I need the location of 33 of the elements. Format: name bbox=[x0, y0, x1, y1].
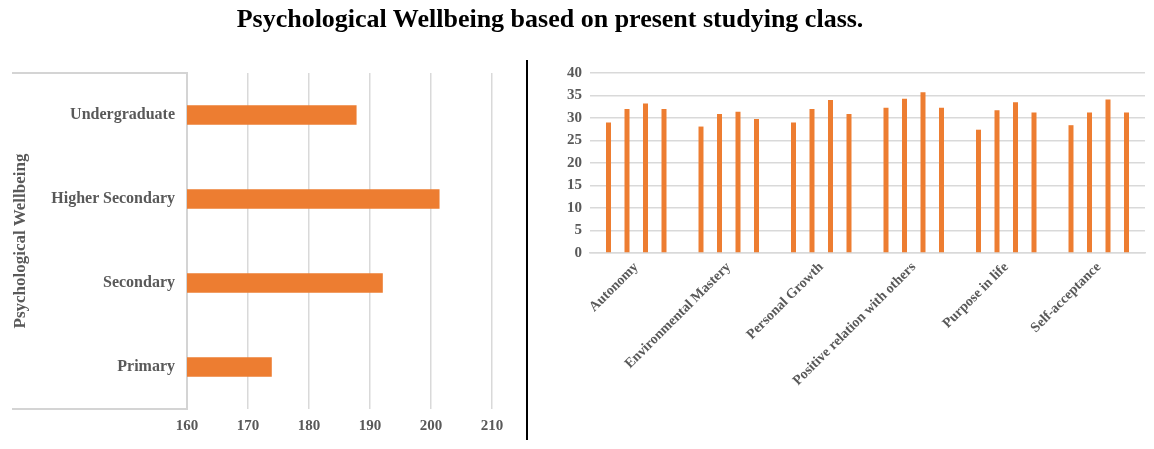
y-tick-label: 15 bbox=[567, 176, 582, 193]
bar bbox=[976, 129, 981, 253]
y-tick-label: 30 bbox=[567, 108, 582, 125]
y-tick-label: Primary bbox=[117, 357, 175, 376]
x-tick-label: 180 bbox=[297, 416, 321, 433]
y-tick-label: 40 bbox=[567, 63, 582, 80]
y-tick-label: 10 bbox=[567, 198, 582, 215]
bar bbox=[643, 103, 648, 253]
bar bbox=[1087, 112, 1092, 253]
bar bbox=[939, 107, 944, 253]
bar bbox=[1013, 102, 1018, 253]
x-tick-label: 210 bbox=[480, 416, 504, 433]
x-tick-label: 160 bbox=[175, 416, 199, 433]
bar bbox=[606, 122, 611, 253]
y-tick-label: 0 bbox=[574, 243, 582, 260]
y-tick-label: Higher Secondary bbox=[51, 189, 175, 208]
y-axis-title: Psychological Wellbeing bbox=[9, 153, 29, 329]
x-tick-label: 170 bbox=[236, 416, 260, 433]
y-tick-label: 5 bbox=[574, 221, 582, 238]
x-tick-label: 200 bbox=[419, 416, 443, 433]
x-tick-label: 190 bbox=[358, 416, 382, 433]
y-tick-label: 35 bbox=[567, 86, 582, 103]
y-tick-label: 25 bbox=[567, 131, 582, 148]
bar bbox=[754, 118, 759, 253]
y-tick-label: 20 bbox=[567, 153, 582, 170]
bar bbox=[828, 100, 833, 253]
y-tick-label: Undergraduate bbox=[70, 105, 175, 124]
text: Psychological Wellbeing based on present studying class. bbox=[235, 4, 865, 34]
bar bbox=[1124, 112, 1129, 253]
y-tick-label: Secondary bbox=[103, 273, 175, 292]
bar bbox=[717, 113, 722, 253]
bar bbox=[902, 98, 907, 253]
bar bbox=[791, 122, 796, 253]
